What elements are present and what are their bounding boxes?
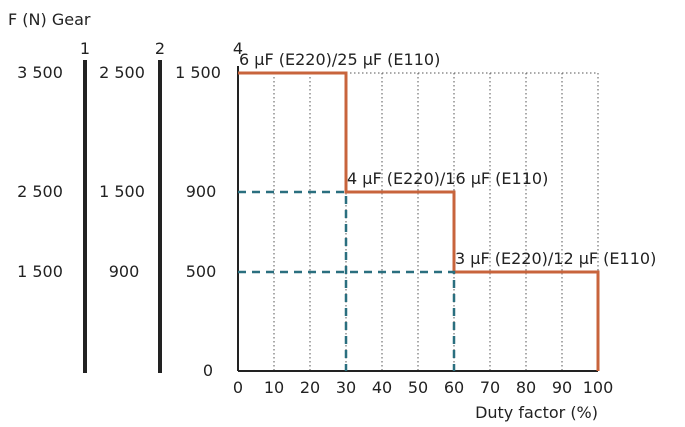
axes: [237, 66, 598, 372]
gear-2-label: 2: [155, 39, 165, 58]
y-axis-title: F (N) Gear: [8, 10, 91, 29]
gear-2-tick: 900: [109, 262, 140, 281]
gear-1-label: 1: [80, 39, 90, 58]
x-tick-label: 70: [480, 378, 500, 397]
x-tick-labels: 0 10 20 30 40 50 60 70 80 90 100: [233, 378, 613, 397]
guide-dashed-line: [238, 270, 456, 371]
gear-4-tick: 900: [186, 182, 217, 201]
gear-1-tick: 1 500: [17, 262, 63, 281]
x-tick-label: 80: [516, 378, 536, 397]
x-tick-label: 30: [336, 378, 356, 397]
guide-dashed-line: [238, 190, 348, 371]
series: [238, 71, 600, 371]
x-tick-label: 40: [372, 378, 392, 397]
gear-4-label: 4: [233, 39, 243, 58]
gear-4-tick: 500: [186, 262, 217, 281]
gear-1-tick: 3 500: [17, 63, 63, 82]
x-tick-label: 10: [264, 378, 284, 397]
x-axis-title: Duty factor (%): [475, 403, 598, 422]
x-tick-label: 20: [300, 378, 320, 397]
capacitor-annotation: 6 µF (E220)/25 µF (E110): [239, 50, 440, 69]
x-tick-label: 60: [444, 378, 464, 397]
gridlines: [238, 72, 599, 371]
duty-limit-line: [238, 71, 600, 371]
gear-4-tick: 0: [203, 361, 213, 380]
x-tick-label: 90: [552, 378, 572, 397]
x-tick-label: 50: [408, 378, 428, 397]
x-tick-label: 0: [233, 378, 243, 397]
x-tick-label: 100: [583, 378, 614, 397]
gear-1-tick: 2 500: [17, 182, 63, 201]
gear-4-tick: 1 500: [175, 63, 221, 82]
capacitor-annotation: 3 µF (E220)/12 µF (E110): [455, 249, 656, 268]
capacitor-annotation: 4 µF (E220)/16 µF (E110): [347, 169, 548, 188]
gear-2-tick: 1 500: [99, 182, 145, 201]
gear-2-tick: 2 500: [99, 63, 145, 82]
